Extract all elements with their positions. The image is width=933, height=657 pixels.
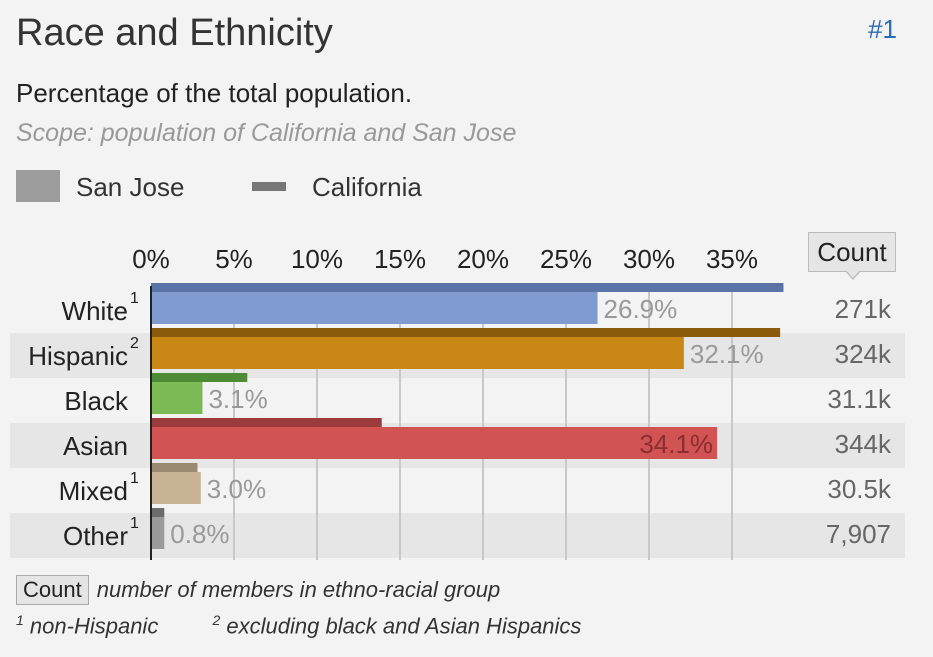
- count-header-pointer-inner: [846, 270, 860, 278]
- california-bar-other: [151, 508, 165, 517]
- bar-chart: 0% 5% 10% 15% 20% 25% 30% 35%26.9%White 1 271k32.…: [10, 244, 905, 560]
- value-label-hispanic: 32.1%: [690, 339, 764, 369]
- category-superscript-white: 1: [130, 290, 139, 307]
- footnote-2: excluding black and Asian Hispanics: [226, 613, 582, 639]
- x-tick-label: 25%: [540, 244, 592, 274]
- category-superscript-mixed: 1: [130, 470, 139, 487]
- california-bar-hispanic: [151, 328, 781, 337]
- count-value-mixed: 30.5k: [827, 474, 892, 504]
- x-tick-label: 20%: [457, 244, 509, 274]
- value-label-asian: 34.1%: [639, 429, 713, 459]
- footnote-count: Count number of members in ethno-racial g…: [16, 575, 500, 605]
- value-label-white: 26.9%: [604, 294, 678, 324]
- footnote-marker-1: 1: [16, 612, 24, 628]
- category-superscript-other: 1: [130, 515, 139, 532]
- california-bar-white: [151, 283, 784, 292]
- footnote-notes: 1 non-Hispanic 2 excluding black and Asi…: [16, 612, 581, 639]
- value-label-black: 3.1%: [208, 384, 267, 414]
- category-superscript-hispanic: 2: [130, 335, 139, 352]
- san-jose-bar-hispanic: [151, 337, 684, 369]
- count-value-black: 31.1k: [827, 384, 892, 414]
- count-value-asian: 344k: [835, 429, 892, 459]
- x-tick-label: 30%: [623, 244, 675, 274]
- rank-link[interactable]: #1: [868, 14, 897, 44]
- count-chip: Count: [16, 575, 89, 605]
- category-label-asian: Asian: [63, 431, 128, 461]
- san-jose-bar-asian: [151, 427, 718, 459]
- san-jose-bar-mixed: [151, 472, 201, 504]
- x-tick-label: 10%: [291, 244, 343, 274]
- count-value-hispanic: 324k: [835, 339, 892, 369]
- san-jose-bar-white: [151, 292, 598, 324]
- row-stripe: [10, 513, 905, 558]
- legend-label: San Jose: [76, 172, 185, 202]
- x-tick-label: 15%: [374, 244, 426, 274]
- footnote-marker-2: 2: [212, 612, 221, 628]
- san-jose-bar-black: [151, 382, 203, 414]
- footnote-1: non-Hispanic: [29, 613, 159, 639]
- california-bar-mixed: [151, 463, 198, 472]
- california-bar-asian: [151, 418, 382, 427]
- page-title: Race and Ethnicity: [16, 12, 333, 54]
- category-label-other: Other: [63, 521, 128, 551]
- category-label-black: Black: [64, 386, 129, 416]
- x-tick-label: 5%: [215, 244, 253, 274]
- legend-swatch-box: [16, 170, 60, 202]
- x-tick-label: 0%: [132, 244, 170, 274]
- value-label-other: 0.8%: [170, 519, 229, 549]
- california-bar-black: [151, 373, 248, 382]
- category-label-hispanic: Hispanic: [28, 341, 128, 371]
- category-label-mixed: Mixed: [59, 476, 128, 506]
- scope-note: Scope: population of California and San …: [16, 119, 517, 147]
- x-tick-label: 35%: [706, 244, 758, 274]
- value-label-mixed: 3.0%: [207, 474, 266, 504]
- san-jose-bar-other: [151, 517, 165, 549]
- count-value-other: 7,907: [826, 519, 891, 549]
- category-label-white: White: [62, 296, 128, 326]
- legend-label: California: [312, 172, 422, 202]
- legend-swatch-line: [252, 182, 286, 191]
- subtitle: Percentage of the total population.: [16, 78, 413, 108]
- count-column-header[interactable]: Count: [808, 232, 896, 272]
- count-note: number of members in ethno-racial group: [96, 577, 501, 602]
- count-value-white: 271k: [835, 294, 892, 324]
